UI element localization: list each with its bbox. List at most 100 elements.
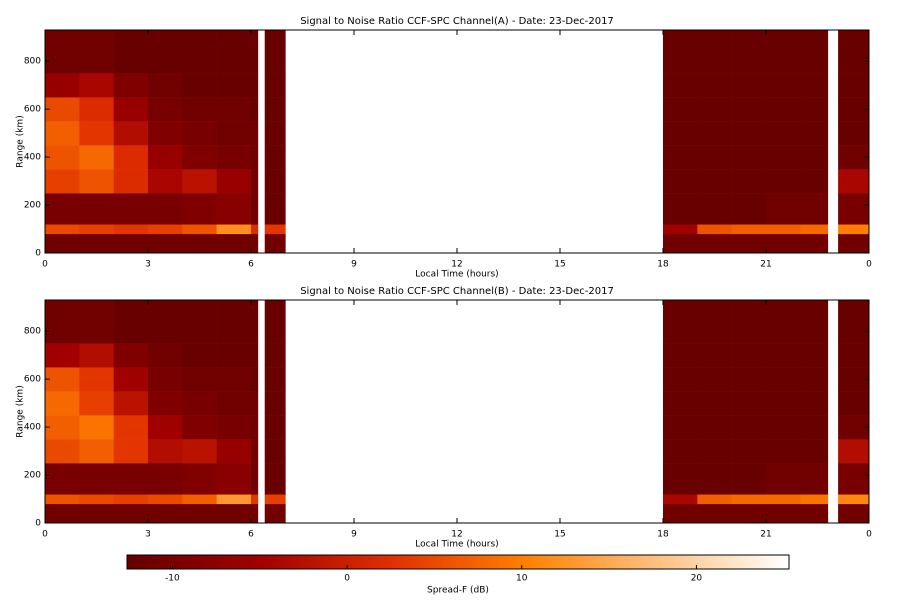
colorbar-swatch: [772, 555, 777, 569]
colorbar-swatch: [418, 555, 423, 569]
colorbar-swatch: [537, 555, 542, 569]
heatmap-cell: [182, 73, 217, 98]
x-tick-label: 12: [451, 530, 462, 540]
colorbar-swatch: [696, 555, 701, 569]
colorbar-swatch: [736, 555, 740, 569]
heatmap-cell: [182, 300, 217, 344]
colorbar-swatch: [530, 555, 535, 569]
colorbar-swatch: [342, 555, 346, 569]
heatmap-cell: [663, 415, 698, 440]
colorbar-swatch: [481, 555, 485, 569]
heatmap-cell: [45, 97, 80, 122]
heatmap-cell: [697, 494, 732, 505]
colorbar-swatch: [544, 555, 548, 569]
colorbar-swatch: [179, 555, 184, 569]
x-tick-label: 0: [42, 530, 48, 540]
colorbar-swatch: [414, 555, 419, 569]
colorbar-swatch: [216, 555, 221, 569]
colorbar-swatch: [348, 555, 353, 569]
colorbar-swatch: [517, 555, 522, 569]
colorbar-swatch: [166, 555, 171, 569]
heatmap-cell: [45, 439, 80, 464]
colorbar-swatch: [279, 555, 284, 569]
colorbar-swatch: [275, 555, 280, 569]
heatmap-cell: [264, 463, 286, 495]
heatmap-cell: [216, 97, 252, 122]
heatmap-cell: [264, 367, 286, 392]
colorbar-swatch: [785, 555, 790, 569]
heatmap-cell: [113, 233, 149, 254]
heatmap-cell: [251, 415, 259, 440]
heatmap-cell: [800, 494, 829, 505]
heatmap-cell: [182, 494, 217, 505]
heatmap-cell: [697, 145, 732, 170]
colorbar-swatch: [610, 555, 615, 569]
colorbar-swatch: [236, 555, 241, 569]
colorbar-swatch: [702, 555, 707, 569]
colorbar-swatch: [620, 555, 624, 569]
heatmap-cell: [800, 300, 829, 344]
heatmap-cell: [800, 145, 829, 170]
heatmap-cell: [264, 30, 286, 74]
heatmap-cell: [264, 494, 286, 505]
heatmap-cell: [663, 300, 698, 344]
colorbar-swatch: [679, 555, 684, 569]
x-tick-label: 18: [657, 530, 669, 540]
colorbar-swatch: [365, 555, 370, 569]
colorbar-swatch: [385, 555, 389, 569]
heatmap-cell: [264, 73, 286, 98]
heatmap-cell: [697, 415, 732, 440]
heatmap-cell: [113, 30, 149, 74]
colorbar-swatch: [765, 555, 770, 569]
heatmap-cell: [182, 503, 217, 524]
colorbar-swatch: [242, 555, 247, 569]
heatmap-cell: [148, 30, 183, 74]
colorbar-swatch: [487, 555, 492, 569]
heatmap-cell: [663, 169, 698, 194]
colorbar-swatch: [527, 555, 532, 569]
colorbar-swatch: [580, 555, 585, 569]
heatmap-cell: [113, 193, 149, 225]
heatmap-cell: [838, 224, 870, 235]
colorbar-swatch: [769, 555, 773, 569]
colorbar-swatch: [666, 555, 671, 569]
colorbar-swatch: [514, 555, 519, 569]
heatmap-cell: [148, 503, 183, 524]
heatmap-cell: [251, 30, 259, 74]
heatmap-cell: [800, 343, 829, 368]
heatmap-cell: [766, 367, 801, 392]
colorbar-swatch: [368, 555, 373, 569]
colorbar-tick-label: -10: [165, 574, 180, 584]
heatmap-cell: [251, 193, 259, 225]
heatmap-cell: [663, 503, 698, 524]
heatmap-cell: [113, 121, 149, 146]
heatmap-cell: [113, 439, 149, 464]
heatmap-cell: [216, 343, 252, 368]
heatmap-cell: [251, 503, 259, 524]
heatmap-cell: [663, 439, 698, 464]
heatmap-cell: [45, 30, 80, 74]
colorbar-swatch: [507, 555, 512, 569]
heatmap-cell: [800, 439, 829, 464]
heatmap-cell: [766, 415, 801, 440]
colorbar-swatch: [424, 555, 429, 569]
heatmap-cell: [79, 97, 114, 122]
heatmap-cell: [45, 121, 80, 146]
heatmap-cell: [216, 391, 252, 416]
heatmap-cell: [264, 224, 286, 235]
colorbar-swatch: [269, 555, 274, 569]
heatmap-cell: [663, 193, 698, 225]
heatmap-cell: [148, 494, 183, 505]
heatmap-cell: [148, 463, 183, 495]
heatmap-cell: [148, 145, 183, 170]
heatmap-cell: [264, 193, 286, 225]
colorbar-frame: [126, 554, 790, 570]
colorbar-swatch: [686, 555, 691, 569]
heatmap-cell: [838, 463, 870, 495]
colorbar-swatch: [362, 555, 366, 569]
heatmap-cell: [45, 193, 80, 225]
colorbar-swatch: [133, 555, 138, 569]
colorbar-swatch: [593, 555, 598, 569]
heatmap-cell: [79, 415, 114, 440]
heatmap-cell: [113, 415, 149, 440]
